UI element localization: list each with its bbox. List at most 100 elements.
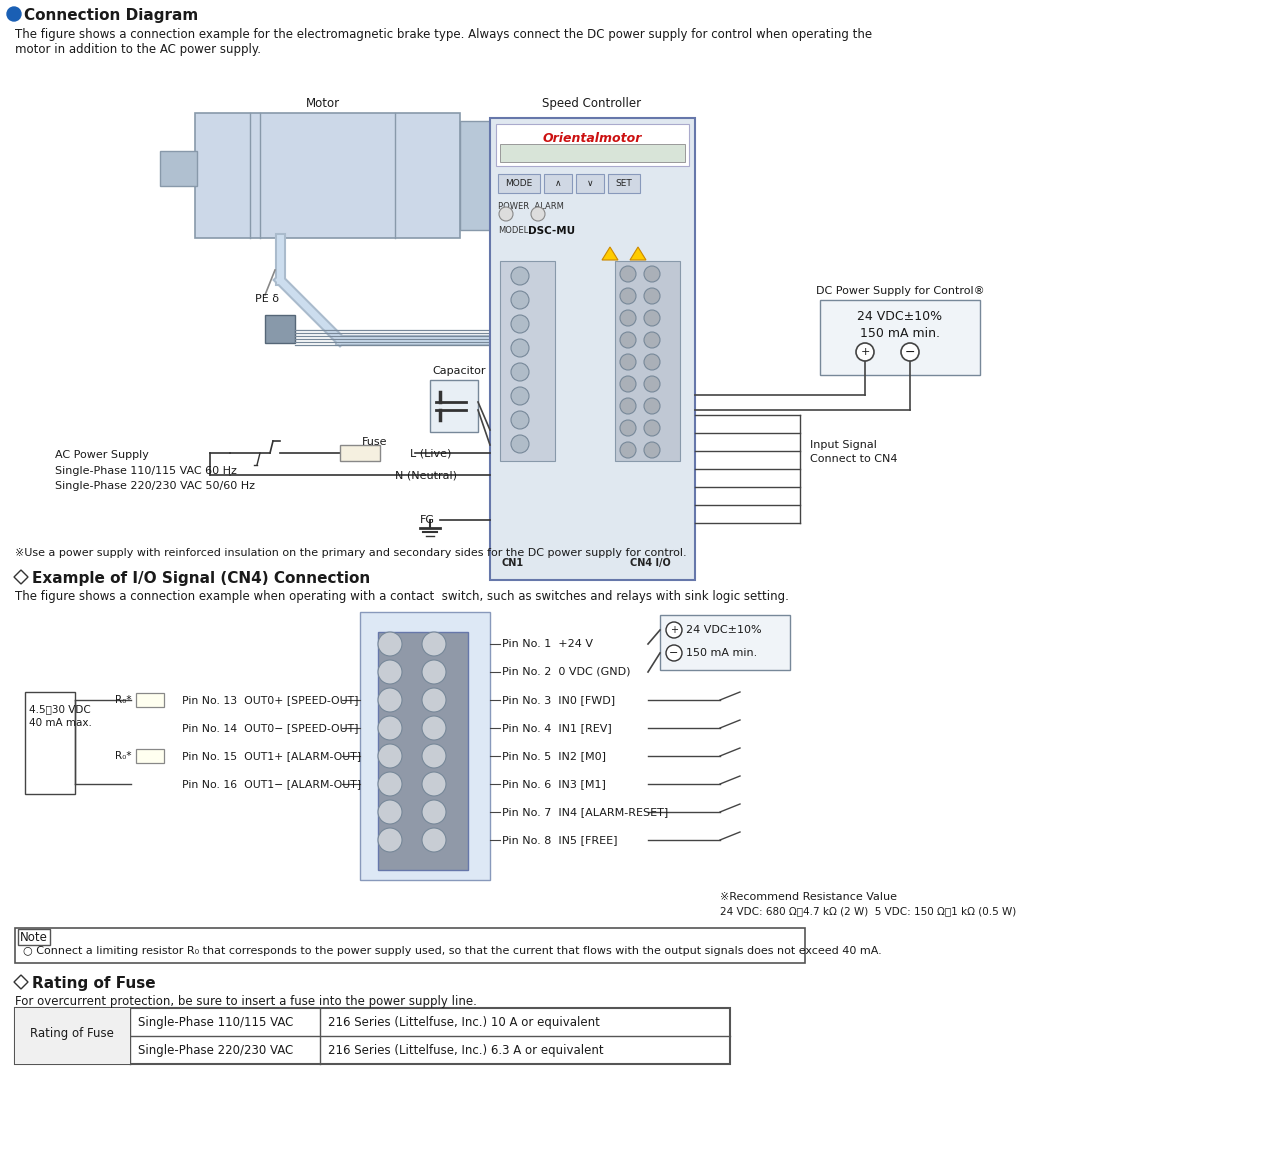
- Circle shape: [644, 288, 660, 304]
- Text: 216 Series (Littelfuse, Inc.) 10 A or equivalent: 216 Series (Littelfuse, Inc.) 10 A or eq…: [328, 1016, 600, 1029]
- Text: Single-Phase 220/230 VAC: Single-Phase 220/230 VAC: [138, 1044, 293, 1057]
- Bar: [614, 261, 680, 461]
- Bar: [160, 151, 197, 186]
- Circle shape: [511, 315, 529, 333]
- Circle shape: [6, 7, 20, 21]
- Circle shape: [378, 800, 402, 825]
- Bar: [340, 445, 380, 461]
- Text: Single-Phase 220/230 VAC 50/60 Hz: Single-Phase 220/230 VAC 50/60 Hz: [55, 481, 255, 491]
- Text: Pin No. 7  IN4 [ALARM-RESET]: Pin No. 7 IN4 [ALARM-RESET]: [502, 807, 668, 816]
- Bar: [576, 174, 604, 193]
- Text: For overcurrent protection, be sure to insert a fuse into the power supply line.: For overcurrent protection, be sure to i…: [15, 996, 477, 1008]
- Text: 4.5～30 VDC: 4.5～30 VDC: [29, 704, 91, 714]
- Circle shape: [644, 442, 660, 458]
- Circle shape: [620, 442, 636, 458]
- Circle shape: [666, 645, 682, 661]
- Circle shape: [644, 420, 660, 436]
- Text: Rating of Fuse: Rating of Fuse: [32, 976, 156, 991]
- Text: 216 Series (Littelfuse, Inc.) 6.3 A or equivalent: 216 Series (Littelfuse, Inc.) 6.3 A or e…: [328, 1044, 604, 1057]
- Bar: [506, 200, 513, 217]
- Circle shape: [620, 420, 636, 436]
- Text: ※Recommend Resistance Value: ※Recommend Resistance Value: [719, 892, 897, 902]
- Bar: [500, 144, 685, 162]
- Text: +: +: [669, 625, 678, 635]
- Text: Note: Note: [20, 932, 47, 944]
- Circle shape: [378, 772, 402, 795]
- Text: Connection Diagram: Connection Diagram: [24, 8, 198, 23]
- Text: PE δ: PE δ: [255, 294, 279, 304]
- Text: ○ Connect a limiting resistor R₀ that corresponds to the power supply used, so t: ○ Connect a limiting resistor R₀ that co…: [23, 946, 882, 956]
- Circle shape: [644, 354, 660, 370]
- Text: SET: SET: [616, 179, 632, 188]
- Circle shape: [644, 311, 660, 326]
- Circle shape: [620, 398, 636, 414]
- Circle shape: [378, 688, 402, 712]
- Bar: [544, 174, 572, 193]
- Circle shape: [644, 398, 660, 414]
- Circle shape: [644, 376, 660, 392]
- Circle shape: [511, 267, 529, 285]
- Text: ∨: ∨: [586, 179, 594, 188]
- Circle shape: [378, 632, 402, 656]
- Text: ∧: ∧: [554, 179, 562, 188]
- Text: Capacitor: Capacitor: [433, 366, 485, 376]
- Text: Pin No. 13  OUT0+ [SPEED-OUT]: Pin No. 13 OUT0+ [SPEED-OUT]: [183, 695, 358, 705]
- Bar: [490, 117, 695, 580]
- Circle shape: [644, 266, 660, 281]
- Text: Pin No. 14  OUT0− [SPEED-OUT]: Pin No. 14 OUT0− [SPEED-OUT]: [183, 723, 358, 733]
- Circle shape: [511, 435, 529, 454]
- Text: motor in addition to the AC power supply.: motor in addition to the AC power supply…: [15, 43, 261, 56]
- Text: Pin No. 1  +24 V: Pin No. 1 +24 V: [502, 638, 593, 649]
- Text: MODEL: MODEL: [498, 226, 529, 235]
- Bar: [506, 133, 513, 151]
- Text: Pin No. 4  IN1 [REV]: Pin No. 4 IN1 [REV]: [502, 723, 612, 733]
- Text: 40 mA max.: 40 mA max.: [29, 718, 92, 728]
- Bar: [26, 692, 76, 794]
- Circle shape: [511, 338, 529, 357]
- Text: −: −: [905, 345, 915, 358]
- Bar: [430, 380, 477, 431]
- Circle shape: [378, 659, 402, 684]
- Circle shape: [620, 376, 636, 392]
- Circle shape: [620, 266, 636, 281]
- Bar: [820, 300, 980, 374]
- Circle shape: [856, 343, 874, 361]
- Text: The figure shows a connection example when operating with a contact  switch, suc: The figure shows a connection example wh…: [15, 590, 788, 602]
- Bar: [18, 929, 50, 946]
- Circle shape: [644, 331, 660, 348]
- Circle shape: [422, 744, 445, 768]
- Bar: [15, 928, 805, 963]
- Bar: [136, 693, 164, 707]
- Bar: [498, 174, 540, 193]
- Circle shape: [511, 411, 529, 429]
- Text: Pin No. 6  IN3 [M1]: Pin No. 6 IN3 [M1]: [502, 779, 605, 789]
- Circle shape: [620, 354, 636, 370]
- Circle shape: [378, 828, 402, 852]
- Bar: [608, 174, 640, 193]
- Circle shape: [378, 716, 402, 740]
- Polygon shape: [602, 247, 618, 261]
- Text: The figure shows a connection example for the electromagnetic brake type. Always: The figure shows a connection example fo…: [15, 28, 872, 41]
- Text: 24 VDC±10%: 24 VDC±10%: [686, 625, 762, 635]
- Text: POWER  ALARM: POWER ALARM: [498, 202, 564, 211]
- Text: Fuse: Fuse: [362, 437, 388, 447]
- Circle shape: [511, 291, 529, 309]
- Text: 150 mA min.: 150 mA min.: [686, 648, 758, 658]
- Text: MODE: MODE: [506, 179, 532, 188]
- Text: Rating of Fuse: Rating of Fuse: [29, 1027, 114, 1041]
- Circle shape: [666, 622, 682, 638]
- Bar: [500, 261, 556, 461]
- Text: Example of I/O Signal (CN4) Connection: Example of I/O Signal (CN4) Connection: [32, 571, 370, 586]
- Text: FG: FG: [420, 515, 435, 525]
- Bar: [265, 315, 294, 343]
- Bar: [360, 612, 490, 880]
- Text: R₀*: R₀*: [115, 695, 132, 705]
- Text: Connect to CN4: Connect to CN4: [810, 454, 897, 464]
- Text: Pin No. 2  0 VDC (GND): Pin No. 2 0 VDC (GND): [502, 668, 631, 677]
- Circle shape: [511, 363, 529, 381]
- Text: 150 mA min.: 150 mA min.: [860, 327, 940, 340]
- Text: ※Use a power supply with reinforced insulation on the primary and secondary side: ※Use a power supply with reinforced insu…: [15, 548, 686, 558]
- Text: DSC-MU: DSC-MU: [529, 226, 575, 236]
- Text: Single-Phase 110/115 VAC 60 Hz: Single-Phase 110/115 VAC 60 Hz: [55, 466, 237, 476]
- Bar: [15, 1008, 730, 1064]
